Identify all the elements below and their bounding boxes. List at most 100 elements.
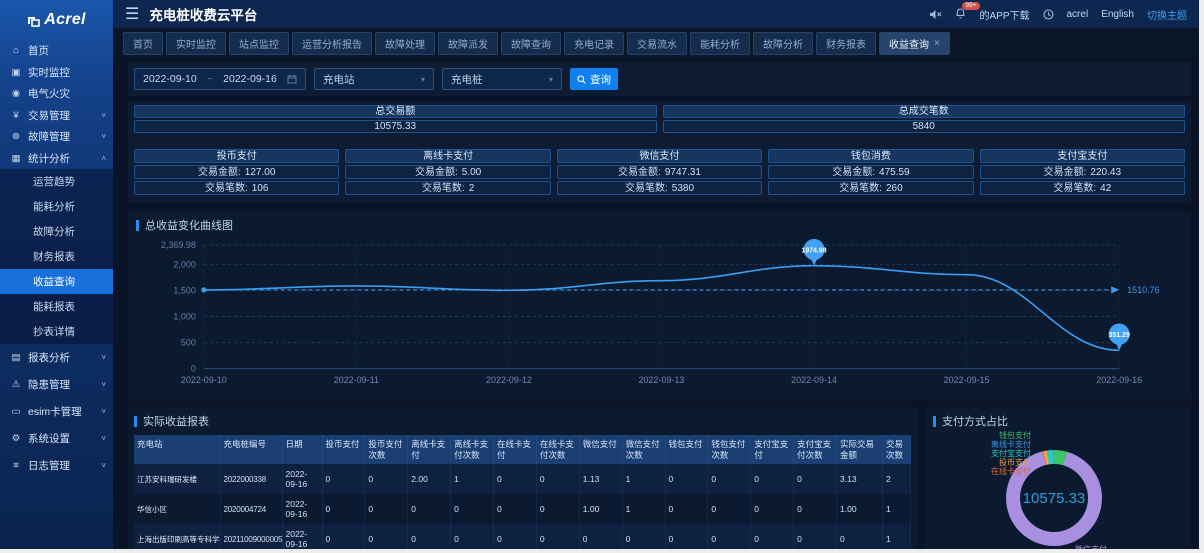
chevron-down-icon: ˅ [101,132,106,142]
mute-icon[interactable] [929,9,942,20]
pie-label: 钱包支付 [999,431,1031,440]
username[interactable]: acrel [1066,8,1089,20]
table-cell: 江苏安科瑞研发楼 [134,464,221,495]
sidebar-item-electrical-fire[interactable]: ◉ 电气火灾 [0,83,113,105]
sidebar-item-fault-mgmt[interactable]: ⊗ 故障管理 ˅ [0,126,113,148]
table-row[interactable]: 江苏安科瑞研发楼 2022000338 2022-09-16 0 0 2.00 1 0 0 1.1… [134,464,911,495]
topbar: ☰ 充电桩收费云平台 99+ 的APP下载 acrel English 切换主题 [113,0,1199,28]
table-column-header: 投币支付次数 [364,435,409,465]
tab-home[interactable]: 首页 [123,31,163,55]
table-column-header: 支付宝支付 [750,435,795,465]
sidebar-item-label: 报表分析 [28,352,70,364]
station-select[interactable]: 充电站 ▾ [314,68,434,90]
sidebar-item-statistics[interactable]: ▦ 统计分析 ˄ [0,148,113,170]
notification-badge: 99+ [962,2,980,10]
table-cell: 1.00 [836,494,883,525]
tab-charge-record[interactable]: 充电记录 [564,31,624,55]
sidebar-item-realtime-monitor[interactable]: ▣ 实时监控 [0,62,113,84]
chevron-up-icon: ˄ [101,153,106,163]
tab-fault-query[interactable]: 故障查询 [501,31,561,55]
payment-card-alipay: 支付宝支付 交易金额: 220.43 交易笔数: 42 [979,149,1186,197]
tab-financial-report[interactable]: 财务报表 [816,31,876,55]
table-cell: 0 [322,524,366,549]
table-cell: 1 [882,524,911,549]
total-count-value: 5840 [662,120,1185,133]
sidebar-item-log-mgmt[interactable]: ≡ 日志管理 ˅ [0,452,113,479]
tab-fault-dispatch[interactable]: 故障派发 [438,31,498,55]
sidebar-item-home[interactable]: ⌂ 首页 [0,40,113,62]
language-switch[interactable]: English [1101,8,1134,20]
tab-station-monitor[interactable]: 站点监控 [229,31,289,55]
sidebar-subitem-meter-detail[interactable]: 抄表详情 [33,326,75,338]
payment-count: 260 [885,182,903,194]
fire-icon: ◉ [11,88,21,100]
sidebar-item-system-settings[interactable]: ⚙ 系统设置 ˅ [0,425,113,452]
tab-energy-analysis[interactable]: 能耗分析 [690,31,750,55]
tab-fault-handle[interactable]: 故障处理 [375,31,435,55]
donut-center-value: 10575.33 [1022,489,1086,507]
payment-card-wechat: 微信支付 交易金额: 9747.31 交易笔数: 5380 [556,149,763,197]
sidebar-subitem-energy-analysis[interactable]: 能耗分析 [33,201,75,213]
table-cell: 0 [407,494,452,525]
table-cell: 0 [793,494,837,525]
tab-fault-analysis[interactable]: 故障分析 [753,31,813,55]
pile-select[interactable]: 充电桩 ▾ [442,68,562,90]
payment-donut-chart[interactable] [1006,450,1102,546]
sidebar-subitem-operation-trend[interactable]: 运营趋势 [33,176,75,188]
app-download-link[interactable]: 的APP下载 [979,10,1030,22]
brand-logo: Acrel [0,0,113,40]
bottom-row: 实际收益报表 充电站 充电桩编号 日期 投币支付 投币支付次数 离线卡支付 离线卡支付次数在… [128,407,1191,549]
clock-icon[interactable] [1042,8,1054,20]
table-cell: 0 [665,464,709,495]
close-icon[interactable]: × [934,37,940,49]
sidebar-item-transaction-mgmt[interactable]: ¥ 交易管理 ˅ [0,105,113,127]
payment-amount: 127.00 [244,166,276,178]
tab-operation-report[interactable]: 运营分析报告 [292,31,372,55]
table-cell: 0 [322,464,366,495]
revenue-trend-section: 总收益变化曲线图 2,369.98 2,000 1,500 1,000 500 0 2022… [128,211,1191,399]
table-cell: 2022-09-16 [282,464,323,495]
date-range-picker[interactable]: 2022-09-10 ~ 2022-09-16 [134,68,306,90]
sidebar-item-hazard-mgmt[interactable]: ⚠ 隐患管理 ˅ [0,371,113,398]
sidebar-item-label: 系统设置 [28,433,70,445]
table-cell: 0 [707,524,752,549]
table-cell: 2022-09-16 [282,494,323,525]
table-cell: 0 [364,464,409,495]
pie-label: 在线卡支付 [991,467,1031,476]
chart-section-title: 总收益变化曲线图 [136,217,1183,233]
theme-switch-link[interactable]: 切换主题 [1147,10,1187,22]
table-cell: 0 [536,494,580,525]
table-cell: 1.13 [579,464,623,495]
table-cell: 1 [622,464,666,495]
tab-realtime-monitor[interactable]: 实时监控 [166,31,226,55]
sidebar-subitem-revenue-query[interactable]: 收益查询 [0,269,113,294]
chevron-down-icon: ˅ [101,380,106,389]
table-row[interactable]: 上海出版印刷高等专科学校 20211009000005 2022-09-16 0 0 0 0… [134,524,911,549]
sidebar-subitem-fault-analysis[interactable]: 故障分析 [33,226,75,238]
table-cell: 0 [707,464,752,495]
payment-count: 106 [251,182,269,194]
content: 2022-09-10 ~ 2022-09-16 充电站 ▾ 充电桩 ▾ 查询 [113,58,1199,549]
table-row[interactable]: 华信小区 2020004724 2022-09-16 0 0 0 0 0 0 1.00 1 0 0 0 0 1… [134,494,911,525]
sidebar-subitem-energy-report[interactable]: 能耗报表 [33,301,75,313]
tab-transaction-flow[interactable]: 交易流水 [627,31,687,55]
table-cell: 0 [450,524,494,549]
table-cell: 0 [793,464,837,495]
search-icon [577,74,586,84]
sidebar-item-esim-mgmt[interactable]: ▭ esim卡管理 ˅ [0,398,113,425]
menu-fold-icon[interactable]: ☰ [125,6,140,23]
sidebar-subitem-financial-report[interactable]: 财务报表 [33,251,75,263]
cards-panel: 总交易额 10575.33 总成交笔数 5840 投币支付 交易金额: 127.0… [128,101,1191,203]
sidebar-item-label: 统计分析 [28,152,70,165]
revenue-table[interactable]: 充电站 充电桩编号 日期 投币支付 投币支付次数 离线卡支付 离线卡支付次数 在线卡支付 在线卡… [134,435,911,549]
sidebar-item-report-analysis[interactable]: ▤ 报表分析 ˅ [0,344,113,371]
payment-card-title: 钱包消费 [768,149,974,163]
tab-revenue-query[interactable]: 收益查询 × [879,31,950,55]
notification-bell[interactable]: 99+ [955,2,980,20]
bell-icon [956,8,966,19]
sidebar-item-label: 交易管理 [28,109,70,122]
search-button[interactable]: 查询 [570,68,618,90]
monitor-icon: ▣ [11,66,21,78]
fault-icon: ⊗ [12,131,20,143]
